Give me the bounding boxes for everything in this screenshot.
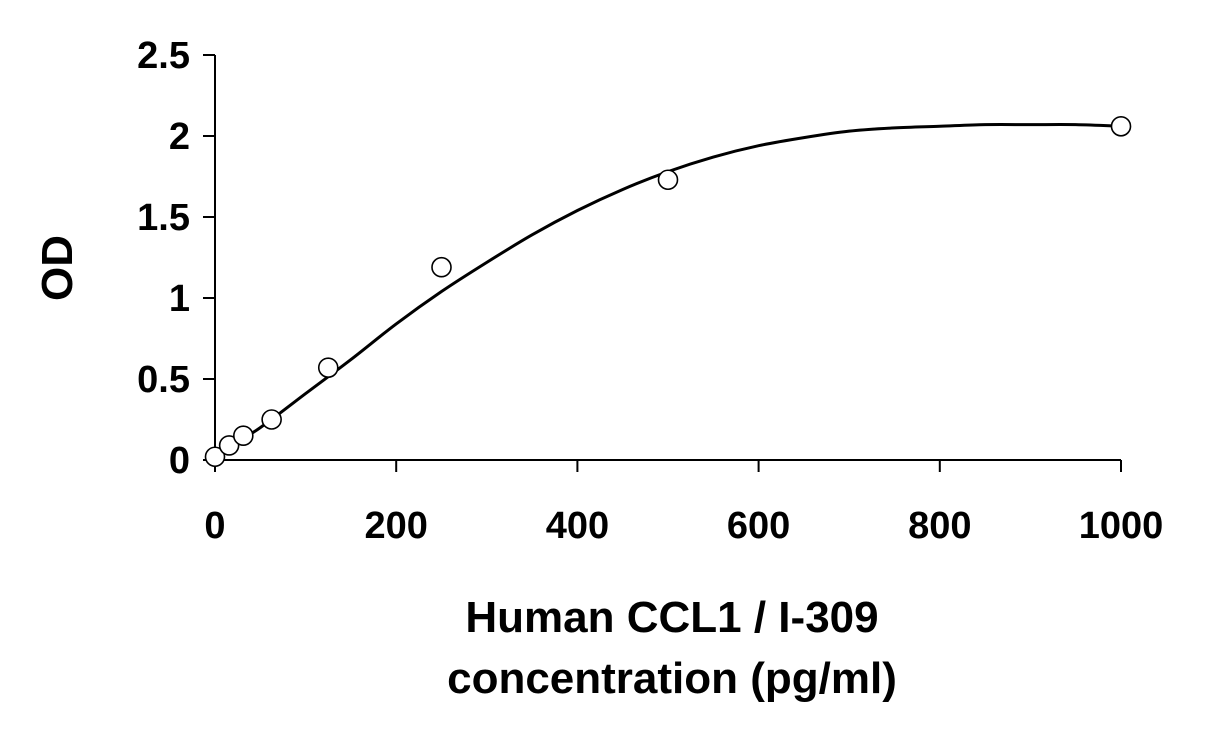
x-axis-title-line-1: Human CCL1 / I-309 — [465, 593, 878, 642]
data-point — [317, 357, 339, 378]
data-point — [204, 446, 226, 468]
axes — [214, 55, 1121, 461]
x-tick-label: 1000 — [1079, 505, 1164, 547]
data-point — [657, 169, 679, 191]
data-point — [218, 435, 240, 456]
y-tick-label: 1.5 — [137, 197, 190, 239]
x-tick-label: 600 — [727, 505, 790, 547]
y-tick-label: 0.5 — [137, 359, 190, 401]
y-axis-title: OD — [33, 235, 82, 301]
data-point — [261, 409, 282, 430]
y-tick-label: 2.5 — [137, 35, 190, 77]
data-point — [1110, 115, 1132, 137]
data-point — [233, 425, 254, 447]
y-ticks: 0 0.5 1 1.5 2 2.5 — [137, 35, 215, 482]
data-point — [431, 256, 452, 278]
data-points-layer — [204, 115, 1132, 468]
x-tick-label: 0 — [204, 505, 225, 547]
y-tick-label: 1 — [169, 278, 190, 320]
x-tick-label: 400 — [546, 505, 609, 547]
x-tick-label: 200 — [364, 505, 427, 547]
x-tick-label: 800 — [908, 505, 971, 547]
y-tick-label: 0 — [169, 440, 190, 482]
y-tick-label: 2 — [169, 116, 190, 158]
x-axis-title-line-2: concentration (pg/ml) — [447, 654, 897, 703]
x-ticks: 0 200 400 600 800 1000 — [204, 460, 1163, 547]
